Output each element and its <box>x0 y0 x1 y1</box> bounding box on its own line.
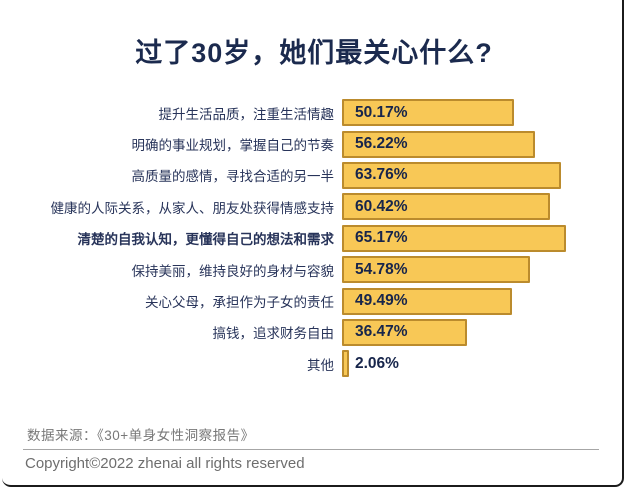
bar-track: 2.06% <box>342 350 628 378</box>
chart-row: 搞钱，追求财务自由 36.47% <box>0 317 628 348</box>
category-label: 保持美丽，维持良好的身材与容貌 <box>131 263 335 279</box>
bar-track: 56.22% <box>342 130 628 158</box>
category-label: 高质量的感情，寻找合适的另一半 <box>131 169 335 185</box>
bar <box>342 99 515 127</box>
chart-row: 健康的人际关系，从家人、朋友处获得情感支持 60.42% <box>0 191 628 222</box>
value-label: 50.17% <box>355 103 408 121</box>
data-source-note: 数据来源：《30+单身女性洞察报告》 <box>27 428 255 443</box>
bar-track: 60.42% <box>342 193 628 221</box>
value-label: 54.78% <box>355 260 408 278</box>
bar-track: 36.47% <box>342 318 628 346</box>
bar <box>342 256 531 284</box>
chart-row: 清楚的自我认知，更懂得自己的想法和需求 65.17% <box>0 223 628 254</box>
category-label: 关心父母，承担作为子女的责任 <box>145 295 334 311</box>
bar-track: 65.17% <box>342 224 628 252</box>
bar <box>342 350 350 378</box>
bar <box>342 287 513 315</box>
chart-row: 高质量的感情，寻找合适的另一半 63.76% <box>0 160 628 191</box>
value-label: 63.76% <box>355 166 408 184</box>
value-label: 65.17% <box>355 229 408 247</box>
copyright-text: Copyright©2022 zhenai all rights reserve… <box>25 455 305 472</box>
bar <box>342 161 562 189</box>
bar <box>342 224 566 252</box>
category-label: 明确的事业规划，掌握自己的节奏 <box>131 138 335 154</box>
category-label: 健康的人际关系，从家人、朋友处获得情感支持 <box>50 200 335 216</box>
category-label: 清楚的自我认知，更懂得自己的想法和需求 <box>77 232 335 248</box>
bar-track: 54.78% <box>342 256 628 284</box>
chart-row: 关心父母，承担作为子女的责任 49.49% <box>0 285 628 316</box>
bar-track: 49.49% <box>342 287 628 315</box>
chart-row: 提升生活品质，注重生活情趣 50.17% <box>0 97 628 128</box>
category-label: 其他 <box>307 357 334 373</box>
value-label: 36.47% <box>355 323 408 341</box>
bar <box>342 130 536 158</box>
chart-row: 明确的事业规划，掌握自己的节奏 56.22% <box>0 128 628 159</box>
value-label: 49.49% <box>355 292 408 310</box>
value-label: 2.06% <box>355 354 399 372</box>
chart-title: 过了30岁，她们最关心什么? <box>135 38 493 68</box>
value-label: 56.22% <box>355 135 408 153</box>
chart-row: 保持美丽，维持良好的身材与容貌 54.78% <box>0 254 628 285</box>
footer-divider <box>23 449 599 450</box>
category-label: 搞钱，追求财务自由 <box>212 326 335 342</box>
category-label: 提升生活品质，注重生活情趣 <box>158 106 335 122</box>
value-label: 60.42% <box>355 197 408 215</box>
bar <box>342 318 468 346</box>
bar <box>342 193 550 221</box>
bar-track: 50.17% <box>342 99 628 127</box>
bar-chart: 提升生活品质，注重生活情趣 50.17% 明确的事业规划，掌握自己的节奏 56.… <box>0 97 628 380</box>
chart-row: 其他 2.06% <box>0 348 628 379</box>
bar-track: 63.76% <box>342 161 628 189</box>
